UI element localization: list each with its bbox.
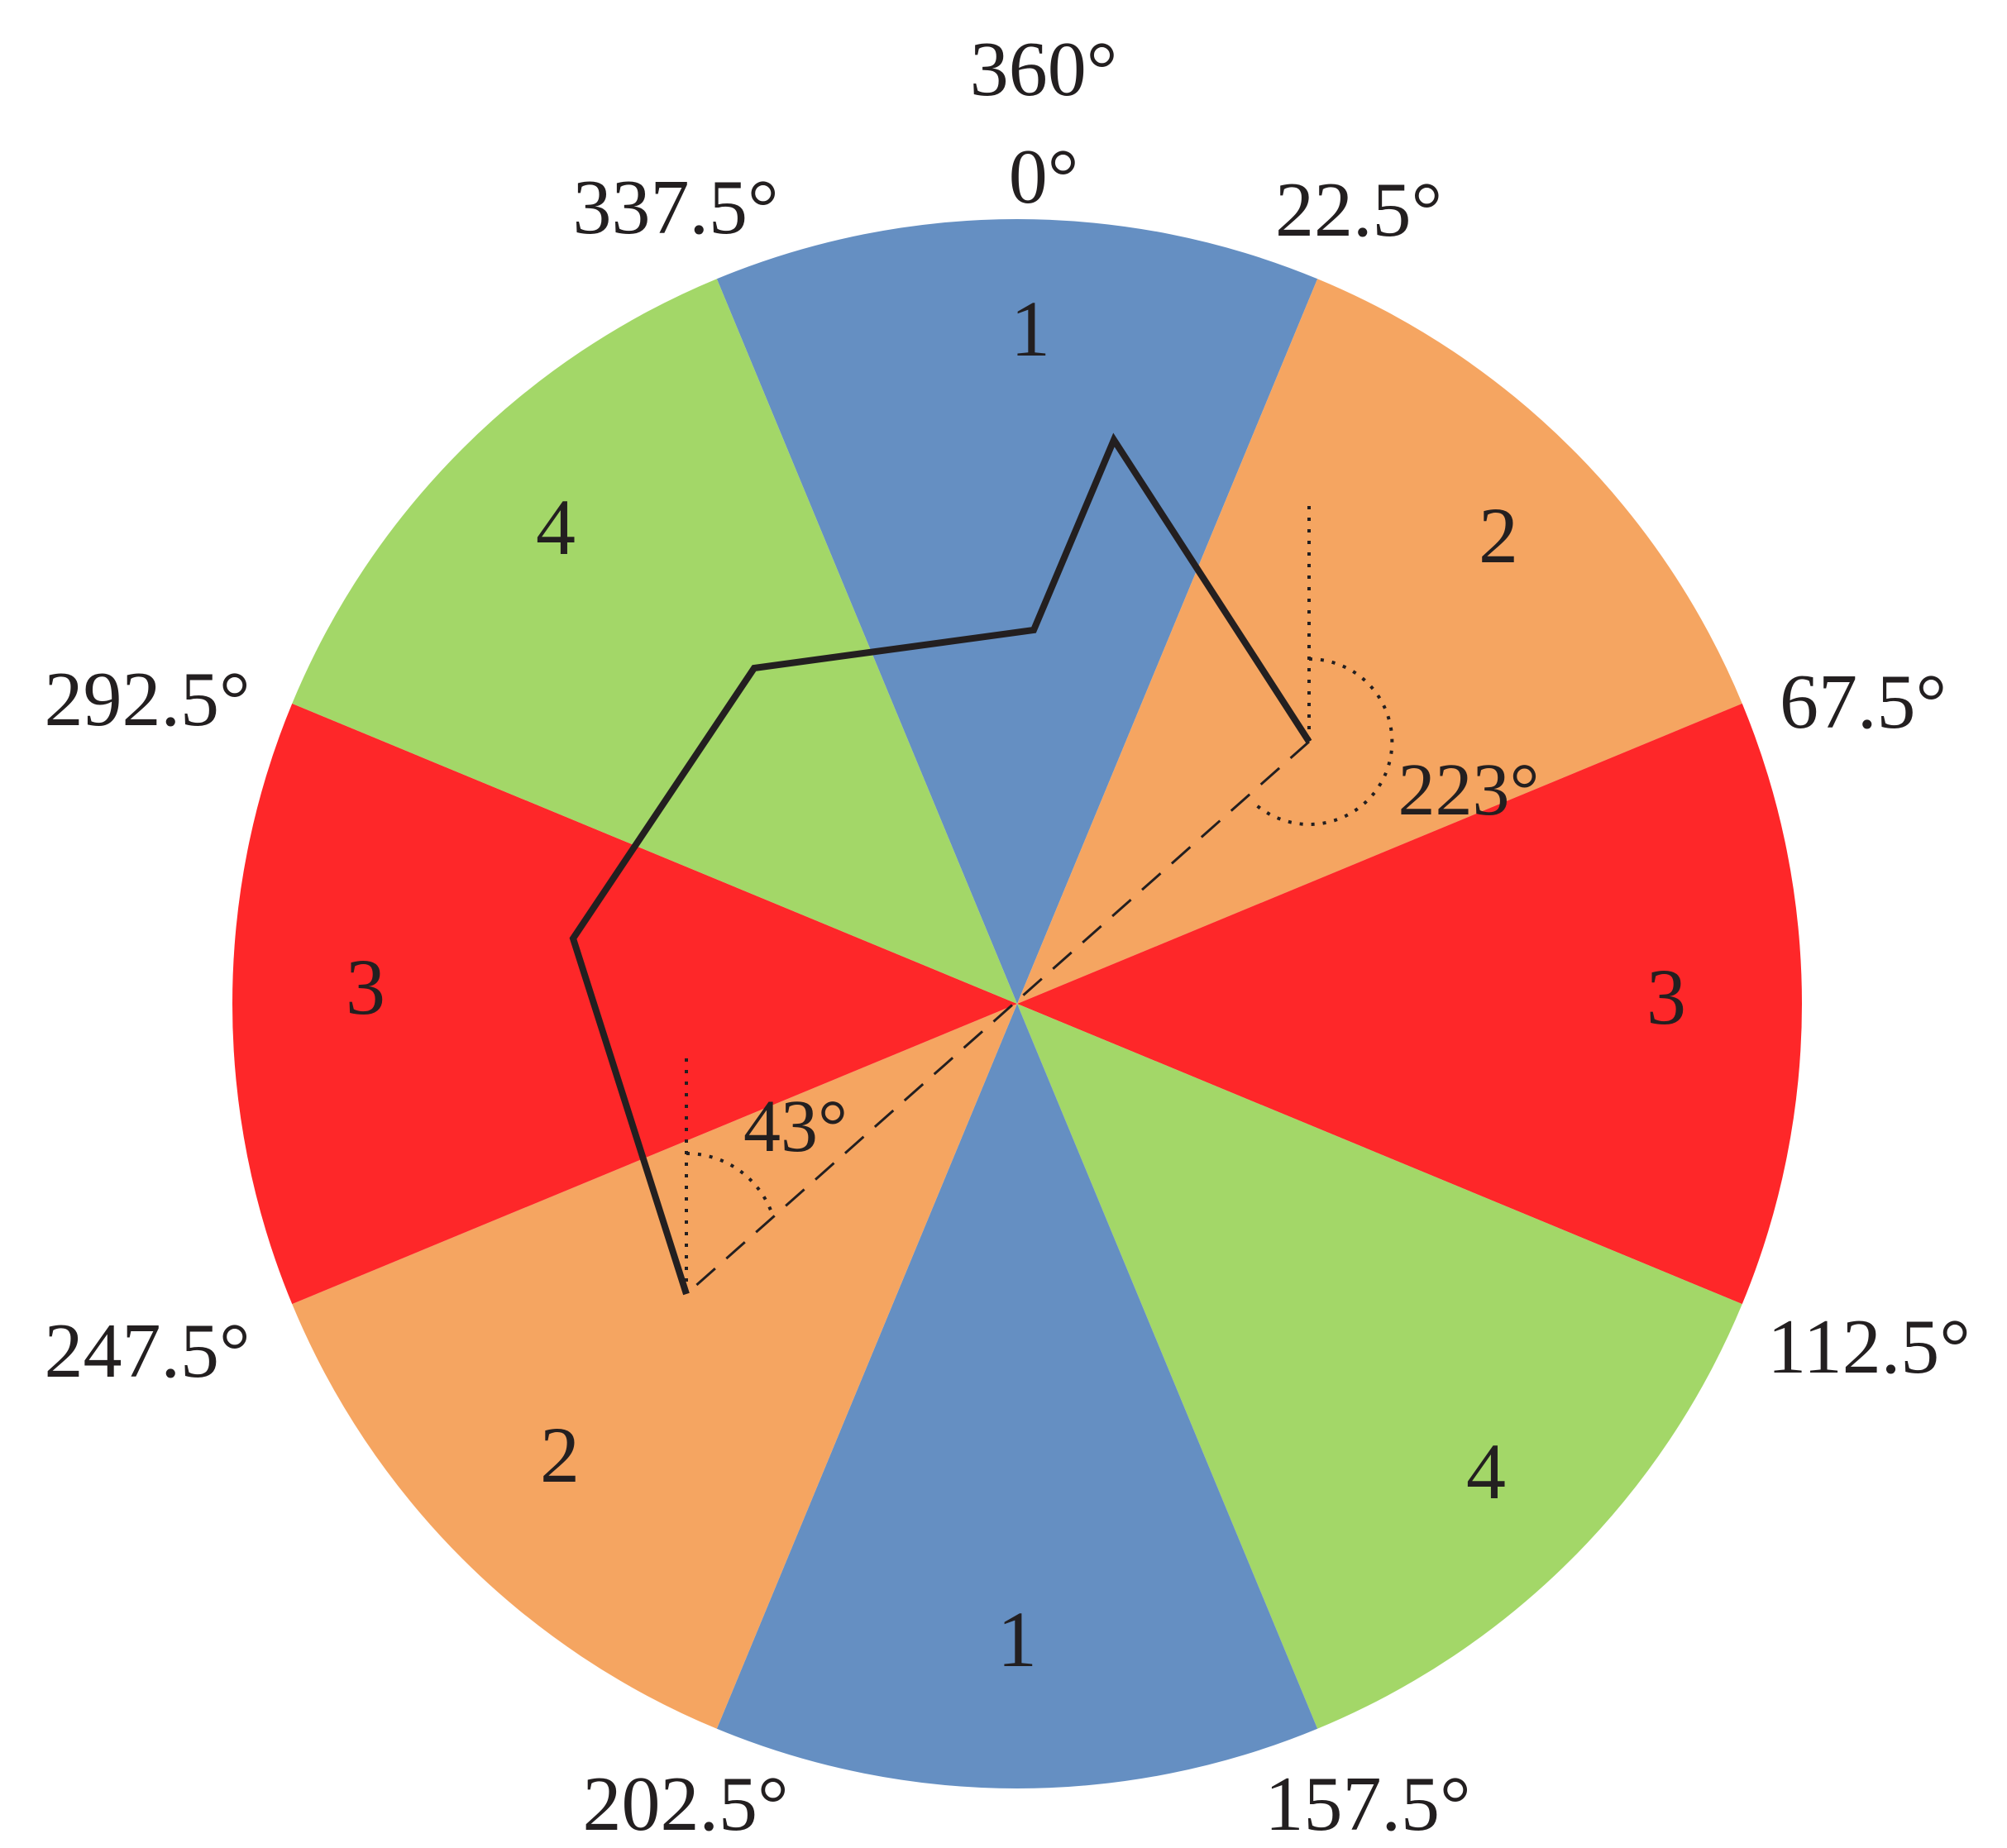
angle-label-43: 43°	[743, 1086, 848, 1168]
angle-arc-43	[686, 1152, 774, 1215]
sector-label-1-top: 1	[1011, 284, 1050, 373]
sector-label-1-bottom: 1	[997, 1595, 1037, 1683]
sector-wedge-2-5	[292, 1004, 1018, 1729]
boundary-label-112-5: 112.5°	[1767, 1304, 1971, 1390]
boundary-label-202-5: 202.5°	[582, 1761, 788, 1847]
angle-label-223: 223°	[1398, 749, 1540, 831]
sector-wedge-2-1	[1017, 279, 1742, 1005]
boundary-label-337-5: 337.5°	[572, 165, 778, 251]
sector-label-4-lower-right: 4	[1466, 1427, 1506, 1516]
angle-arc-223	[1251, 657, 1394, 826]
sector-wheel	[232, 219, 1802, 1788]
boundary-labels: 360° 0° 22.5° 67.5° 112.5° 157.5° 202.5°…	[44, 26, 1970, 1847]
sector-label-3-left: 3	[346, 943, 385, 1031]
sector-label-3-right: 3	[1646, 953, 1686, 1041]
sector-label-2-upper-right: 2	[1479, 491, 1518, 580]
boundary-label-22-5: 22.5°	[1275, 167, 1442, 253]
sector-wedge-3-2	[1017, 703, 1802, 1305]
sector-wedge-4-7	[292, 279, 1018, 1005]
sector-wedge-1-4	[716, 1004, 1318, 1788]
boundary-label-292-5: 292.5°	[44, 657, 250, 743]
sector-label-4-upper-left: 4	[536, 483, 576, 571]
dashed-direction-line	[686, 740, 1310, 1296]
boundary-label-67-5: 67.5°	[1780, 659, 1947, 745]
sector-wedge-1-0	[716, 219, 1318, 1004]
boundary-label-247-5: 247.5°	[44, 1308, 250, 1394]
sector-wedge-3-6	[232, 703, 1018, 1305]
boundary-label-360: 360°	[970, 26, 1118, 112]
boundary-label-0: 0°	[1009, 134, 1079, 220]
sector-label-2-lower-left: 2	[540, 1411, 580, 1499]
traced-path	[569, 432, 1312, 1296]
sector-labels: 1 2 3 4 1 2 3 4	[346, 284, 1686, 1683]
angle-construction: 223° 43°	[685, 506, 1540, 1296]
boundary-label-157-5: 157.5°	[1264, 1761, 1470, 1847]
sector-wedge-4-3	[1017, 1004, 1742, 1729]
